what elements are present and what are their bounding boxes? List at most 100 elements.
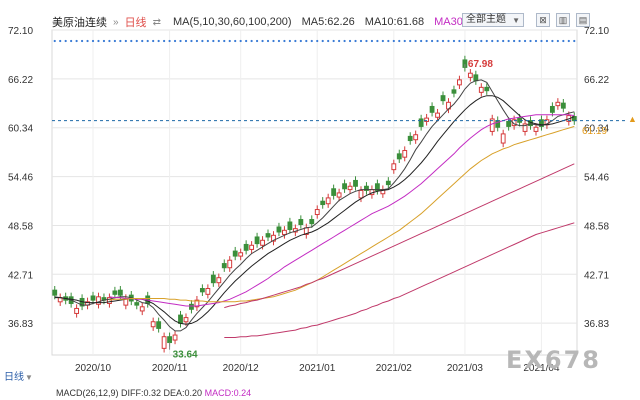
signal-dot [277, 39, 281, 43]
signal-dot [463, 39, 466, 43]
signal-dot [316, 39, 319, 43]
ma-line-ma30 [109, 114, 575, 307]
grid-toggle-icon[interactable]: ⊠ [536, 13, 550, 27]
signal-dot [113, 39, 116, 43]
candle-body [418, 118, 424, 127]
signal-dot [469, 39, 472, 43]
candle-body [440, 95, 446, 102]
candle-body [161, 336, 167, 349]
candle-body [325, 197, 331, 205]
candle-body [134, 302, 140, 306]
signal-dot [179, 39, 182, 43]
y-tick-label-left: 42.71 [8, 270, 33, 281]
signal-dot [146, 39, 149, 43]
y-tick-label-right: 36.83 [584, 319, 609, 330]
candle-body [112, 290, 118, 295]
signal-dot [359, 39, 363, 43]
y-tick-label-left: 72.10 [8, 26, 33, 37]
x-tick-label: 2020/11 [152, 363, 188, 374]
watermark: EX678 [506, 346, 601, 374]
swap-icon[interactable]: ⇄ [152, 16, 161, 28]
signal-dot [540, 39, 543, 43]
settings-icon[interactable]: ▤ [576, 13, 590, 27]
candle-body [90, 295, 96, 301]
low-annotation: 33.64 [173, 350, 198, 361]
signal-dot [250, 39, 253, 43]
signal-dot [64, 39, 67, 43]
x-tick-label: 2021/01 [299, 363, 336, 374]
ma30-label: MA30 [434, 16, 463, 28]
y-tick-label-left: 60.34 [8, 124, 33, 135]
candle-body [205, 288, 211, 295]
candle-body [424, 117, 430, 122]
signal-dot [392, 39, 395, 43]
candle-body [287, 221, 293, 230]
signal-dot [387, 39, 390, 43]
theme-dropdown[interactable]: 全部主题 ▼ [462, 13, 524, 27]
signal-dot [223, 39, 226, 43]
ma-line-ma60 [109, 125, 575, 303]
macd-value: MACD:0.24 [204, 388, 252, 398]
signal-dot [119, 39, 122, 43]
signal-dot [321, 39, 324, 43]
signal-dot [523, 39, 527, 43]
signal-dot [190, 39, 193, 43]
candle-body [271, 234, 276, 242]
candle-body [183, 317, 189, 323]
candle-body [254, 236, 260, 245]
chart-header: 美原油连续 » 日线 ⇄ MA(5,10,30,60,100,200) MA5:… [0, 0, 640, 30]
signal-dot [195, 39, 199, 43]
candle-body [167, 336, 172, 344]
signal-dot [168, 39, 171, 43]
signal-dot [447, 39, 450, 43]
signal-dot [518, 39, 521, 43]
candle-body [374, 183, 380, 191]
signal-dot [381, 39, 384, 43]
signal-dot [409, 39, 412, 43]
signal-dot [124, 39, 127, 43]
x-tick-label: 2020/10 [75, 363, 112, 374]
signal-dot [299, 39, 302, 43]
dropdown-icon[interactable]: » [113, 16, 119, 28]
period-label[interactable]: 日线 [124, 17, 147, 29]
x-tick-label: 2021/04 [523, 363, 560, 374]
candle-body [358, 189, 364, 199]
candle-body [320, 200, 326, 206]
candle-body [555, 101, 561, 107]
y-tick-label-right: 48.58 [584, 221, 609, 232]
signal-dot [75, 39, 78, 43]
signal-dot [414, 39, 417, 43]
candle-body [243, 243, 249, 251]
signal-dot [348, 39, 352, 43]
candle-body [353, 179, 358, 187]
theme-dropdown-label: 全部主题 [466, 14, 506, 25]
candle-body [172, 334, 178, 341]
period-tab[interactable]: 日线▼ [4, 368, 33, 383]
candle-body [139, 306, 145, 312]
ma-params-label[interactable]: MA(5,10,30,60,100,200) [172, 16, 292, 28]
signal-dot [201, 39, 204, 43]
candle-body [189, 303, 194, 310]
candle-body [435, 112, 440, 118]
candle-body [457, 79, 462, 86]
signal-dot [480, 39, 483, 43]
indicator-bar: 日线▼ MACD(26,12,9) DIFF:0.32 DEA:0.20 MAC… [0, 368, 640, 400]
y-tick-label-right: 54.46 [584, 173, 609, 184]
candle-body [221, 263, 227, 269]
candle-body [506, 120, 512, 127]
signal-dot [108, 39, 111, 43]
y-tick-label-right: 42.71 [584, 270, 609, 281]
signal-dot [234, 39, 237, 43]
signal-dot [338, 39, 341, 43]
signal-dot [255, 39, 259, 43]
ma-line-ma200 [224, 222, 575, 338]
signal-dot [80, 39, 84, 43]
signal-dot [130, 39, 133, 43]
signal-dot [53, 39, 56, 43]
signal-dot [502, 39, 505, 43]
signal-dot [245, 39, 248, 43]
x-tick-label: 2020/12 [223, 363, 260, 374]
instrument-name[interactable]: 美原油连续 [52, 17, 107, 29]
chart-type-icon[interactable]: ▥ [556, 13, 570, 27]
